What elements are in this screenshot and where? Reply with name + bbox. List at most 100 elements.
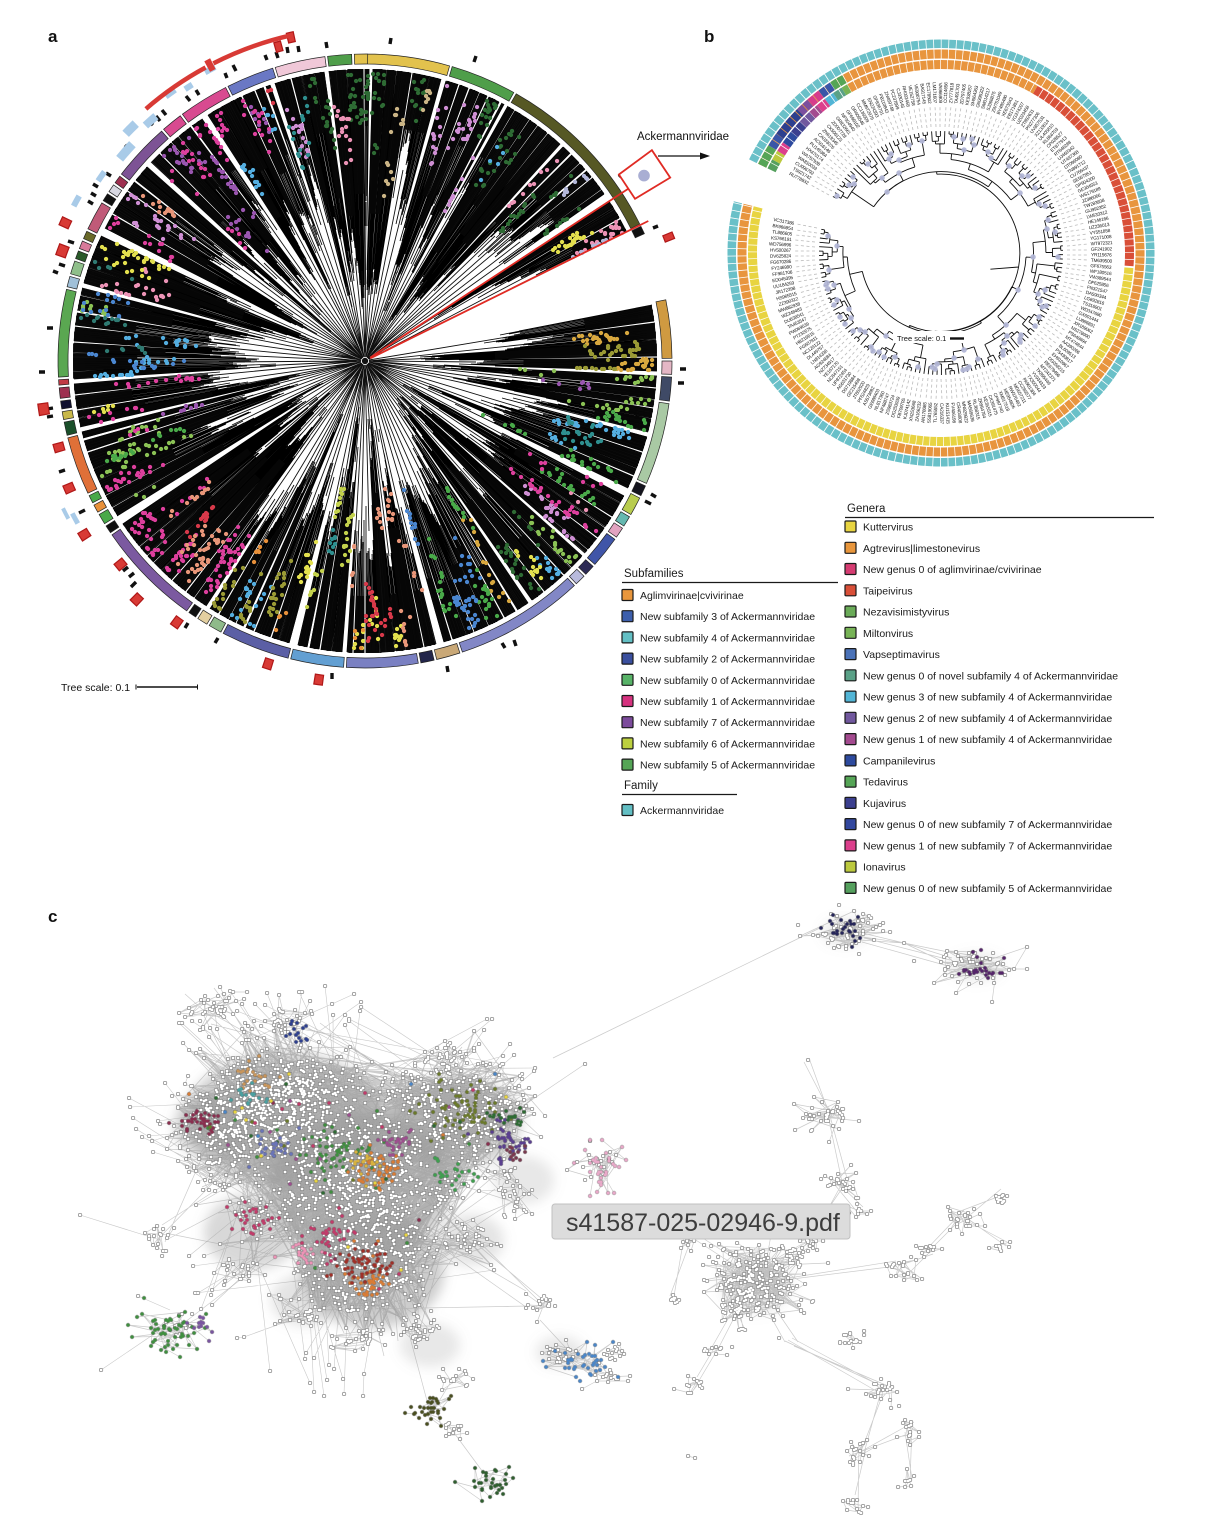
svg-text:KS766191: KS766191 [771, 235, 793, 242]
svg-text:FB709705: FB709705 [896, 397, 906, 419]
svg-text:KE355515: KE355515 [982, 396, 993, 418]
svg-text:FC237899: FC237899 [889, 89, 900, 111]
svg-text:EC178502: EC178502 [926, 82, 933, 104]
svg-text:UZ236013: UZ236013 [1088, 222, 1110, 230]
svg-text:ZS983724: ZS983724 [885, 394, 896, 415]
svg-text:New subfamily 7 of Ackermannvi: New subfamily 7 of Ackermannviridae [640, 717, 815, 729]
svg-text:JR172398: JR172398 [775, 285, 796, 295]
svg-text:a: a [48, 27, 58, 46]
svg-text:New genus 0 of novel subfamily: New genus 0 of novel subfamily 4 of Acke… [863, 670, 1118, 682]
svg-text:Aglimvirinae|cvivirinae: Aglimvirinae|cvivirinae [640, 590, 744, 602]
svg-text:ZZ390312: ZZ390312 [778, 296, 799, 307]
svg-text:Tree scale: 0.1: Tree scale: 0.1 [897, 334, 946, 343]
svg-text:SM014217: SM014217 [980, 87, 991, 110]
svg-text:GU992352: GU992352 [1085, 204, 1108, 215]
svg-text:Kuttervirus: Kuttervirus [863, 522, 913, 534]
svg-text:CJ330146: CJ330146 [895, 88, 905, 109]
svg-text:UU184259: UU184259 [773, 280, 795, 289]
svg-text:New genus 1 of new subfamily 7: New genus 1 of new subfamily 7 of Ackerm… [863, 840, 1112, 852]
svg-text:New subfamily 3 of Ackermannvi: New subfamily 3 of Ackermannviridae [640, 611, 815, 623]
svg-text:XN253668: XN253668 [908, 400, 917, 422]
svg-text:LM171607: LM171607 [932, 82, 938, 104]
svg-text:GN395322: GN395322 [975, 86, 985, 109]
svg-text:ZN469748: ZN469748 [883, 91, 895, 113]
svg-text:LW533312: LW533312 [1086, 210, 1108, 220]
svg-text:MA569639: MA569639 [966, 400, 975, 423]
svg-text:VA966909: VA966909 [938, 83, 943, 104]
svg-text:Subfamilies: Subfamilies [624, 568, 684, 580]
svg-text:CK391475: CK391475 [987, 394, 999, 416]
svg-text:VE900754: VE900754 [913, 84, 921, 106]
svg-text:New subfamily 5 of Ackermannvi: New subfamily 5 of Ackermannviridae [640, 760, 815, 772]
svg-text:Tree scale: 0.1: Tree scale: 0.1 [61, 682, 130, 694]
svg-text:BA917145: BA917145 [919, 83, 926, 105]
svg-text:ZV777818: ZV777818 [948, 82, 954, 103]
svg-text:Family: Family [624, 780, 658, 792]
svg-text:CA216337: CA216337 [939, 403, 944, 425]
svg-text:GF241902: GF241902 [1091, 246, 1113, 251]
svg-text:GF675563: GF675563 [1090, 263, 1112, 270]
svg-text:VC317386: VC317386 [773, 217, 795, 226]
svg-text:AN178085: AN178085 [920, 401, 927, 423]
svg-text:TS316901: TS316901 [1082, 300, 1103, 312]
svg-text:Kujavirus: Kujavirus [863, 798, 906, 810]
svg-text:DA590344: DA590344 [1085, 290, 1107, 300]
svg-text:HV500267: HV500267 [770, 248, 792, 253]
svg-text:New subfamily 4 of Ackermannvi: New subfamily 4 of Ackermannviridae [640, 632, 815, 644]
svg-text:KJ074142: KJ074142 [902, 398, 911, 419]
svg-text:ED045395: ED045395 [772, 275, 794, 283]
svg-text:WT972321: WT972321 [1091, 240, 1114, 246]
svg-text:b: b [704, 27, 714, 46]
svg-text:ZD797405: ZD797405 [959, 83, 967, 105]
svg-text:New genus 0 of new subfamily 7: New genus 0 of new subfamily 7 of Ackerm… [863, 819, 1112, 831]
svg-text:FY246990: FY246990 [771, 264, 792, 271]
svg-text:RL368315: RL368315 [972, 399, 981, 421]
svg-text:KU151415: KU151415 [945, 403, 951, 425]
svg-text:FG670286: FG670286 [770, 259, 792, 265]
svg-text:RH002458: RH002458 [901, 85, 911, 107]
svg-text:LG692816: LG692816 [1084, 295, 1106, 306]
svg-text:DF625856: DF625856 [1088, 279, 1110, 288]
svg-text:TM639500: TM639500 [1091, 258, 1113, 264]
svg-text:YG171008: YG171008 [1090, 234, 1112, 241]
svg-text:New subfamily 2 of Ackermannvi: New subfamily 2 of Ackermannviridae [640, 654, 815, 666]
svg-text:New genus 2 of new subfamily 4: New genus 2 of new subfamily 4 of Ackerm… [863, 713, 1112, 725]
svg-text:FN321547: FN321547 [1086, 285, 1108, 295]
svg-text:TA491703: TA491703 [954, 83, 961, 104]
svg-text:Campanilevirus: Campanilevirus [863, 755, 935, 767]
svg-text:New subfamily 1 of Ackermannvi: New subfamily 1 of Ackermannviridae [640, 696, 815, 708]
svg-text:KE938257: KE938257 [964, 84, 973, 106]
svg-text:VE152758: VE152758 [907, 85, 916, 107]
svg-text:Taipeivirus: Taipeivirus [863, 585, 913, 597]
svg-text:WD756996: WD756996 [769, 241, 792, 247]
svg-text:SH564363: SH564363 [970, 85, 979, 107]
svg-text:VW389544: VW389544 [1089, 274, 1112, 283]
svg-text:DG253939: DG253939 [890, 396, 901, 419]
svg-text:New subfamily 6 of Ackermannvi: New subfamily 6 of Ackermannviridae [640, 738, 815, 750]
svg-text:BK966954: BK966954 [772, 223, 794, 231]
svg-text:SJ366875: SJ366875 [986, 90, 997, 111]
svg-text:Miltonvirus: Miltonvirus [863, 628, 913, 640]
svg-text:TW283838: TW283838 [1083, 198, 1106, 210]
svg-text:New genus 0 of aglimvirinae/cv: New genus 0 of aglimvirinae/cvivirinae [863, 564, 1042, 576]
svg-text:Ackermannviridae: Ackermannviridae [637, 131, 729, 143]
svg-text:New subfamily 0 of Ackermannvi: New subfamily 0 of Ackermannviridae [640, 675, 815, 687]
svg-text:New genus 1 of new subfamily 4: New genus 1 of new subfamily 4 of Ackerm… [863, 734, 1112, 746]
svg-text:HE146166: HE146166 [1087, 216, 1109, 225]
svg-text:SS819065: SS819065 [927, 402, 933, 424]
svg-text:Genera: Genera [847, 503, 886, 515]
svg-text:CR403808: CR403808 [956, 402, 963, 424]
svg-text:Tedavirus: Tedavirus [863, 777, 908, 789]
svg-text:DV625824: DV625824 [770, 253, 792, 258]
svg-text:MN829922: MN829922 [961, 401, 969, 424]
svg-text:New genus 3 of new subfamily 4: New genus 3 of new subfamily 4 of Ackerm… [863, 692, 1112, 704]
svg-text:ZA166232: ZA166232 [914, 401, 922, 422]
svg-text:ZR994784: ZR994784 [977, 397, 987, 419]
svg-text:Agtrevirus|limestonevirus: Agtrevirus|limestonevirus [863, 543, 980, 555]
svg-text:TL886605: TL886605 [772, 229, 793, 236]
svg-text:TL765552: TL765552 [933, 402, 939, 423]
svg-text:FF981706: FF981706 [772, 269, 793, 277]
svg-text:Ionavirus: Ionavirus [863, 862, 906, 874]
svg-text:s41587-025-02946-9.pdf: s41587-025-02946-9.pdf [566, 1209, 840, 1237]
svg-text:VY551858: VY551858 [1089, 228, 1111, 236]
